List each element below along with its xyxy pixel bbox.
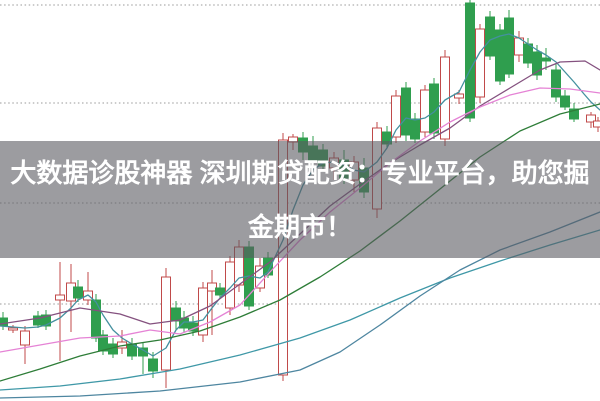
- candle-body-down: [504, 17, 514, 75]
- candle-body-down: [73, 286, 83, 299]
- candle: [586, 112, 596, 128]
- candle-body-down: [465, 2, 475, 119]
- candle: [551, 64, 561, 102]
- candle-body-up: [8, 327, 18, 331]
- candle: [420, 85, 430, 137]
- candle-body-up: [207, 282, 217, 292]
- candle: [318, 144, 328, 172]
- candle-body-down: [532, 51, 542, 76]
- candle: [359, 158, 369, 198]
- candle: [288, 134, 298, 150]
- candle: [329, 152, 339, 180]
- candle-body-down: [410, 118, 420, 140]
- candle-body-down: [541, 57, 551, 62]
- candle: [55, 262, 65, 361]
- candle-body-down: [485, 16, 495, 57]
- candle-body-up: [372, 127, 382, 210]
- candle-body-down: [98, 334, 108, 352]
- candle-body-up: [288, 136, 298, 143]
- candle-body-down: [429, 83, 439, 134]
- candle: [391, 90, 401, 143]
- candle: [198, 282, 208, 342]
- ma-line-ma-short-teal: [0, 33, 600, 357]
- candle-body-up: [420, 89, 430, 133]
- candle: [20, 326, 30, 364]
- candle-body-up: [55, 294, 65, 301]
- candle: [127, 338, 137, 360]
- candle-body-up: [454, 93, 464, 99]
- candle: [161, 268, 171, 388]
- candle: [465, 0, 475, 122]
- candle: [569, 103, 579, 122]
- candle-body-down: [401, 87, 411, 136]
- candle-body-up: [20, 330, 30, 346]
- candle-body-down: [298, 137, 308, 153]
- candle: [308, 136, 318, 168]
- candle-body-down: [569, 108, 579, 120]
- candle-body-down: [308, 145, 318, 163]
- candle-body-up: [161, 276, 171, 371]
- candle-body-down: [0, 317, 8, 327]
- candle-body-up: [234, 246, 244, 286]
- moving-average-lines: [0, 33, 600, 399]
- candle: [410, 113, 420, 143]
- candle: [41, 310, 51, 330]
- candle: [495, 24, 505, 85]
- candle: [532, 45, 542, 80]
- candle: [475, 24, 485, 103]
- candle: [225, 256, 235, 315]
- candle-body-down: [560, 95, 570, 108]
- ma-line-ma-long-cyan: [0, 229, 600, 391]
- candle-body-down: [339, 159, 349, 179]
- candle: [401, 82, 411, 141]
- candle-body-up: [593, 120, 600, 128]
- candle: [514, 31, 524, 62]
- candle: [560, 90, 570, 110]
- candle: [429, 78, 439, 139]
- candle-body-up: [475, 28, 485, 98]
- candle-body-down: [215, 287, 225, 296]
- candle: [541, 48, 551, 70]
- candle: [0, 312, 8, 330]
- candle: [298, 132, 308, 160]
- candle: [138, 342, 148, 374]
- candle-body-up: [391, 95, 401, 138]
- candle: [207, 270, 217, 335]
- ma-line-ma-mid-pink: [0, 87, 600, 353]
- candle-body-up: [586, 114, 596, 123]
- candle: [8, 325, 18, 333]
- candle-body-down: [551, 69, 561, 98]
- candle-body-up: [198, 287, 208, 336]
- candle: [593, 117, 600, 132]
- candle: [215, 283, 225, 298]
- candle-body-down: [148, 358, 158, 372]
- candle-body-down: [91, 299, 101, 339]
- candle: [382, 126, 392, 148]
- candle: [117, 330, 127, 354]
- candle: [73, 280, 83, 302]
- candle: [485, 11, 495, 60]
- candle: [504, 10, 514, 78]
- candle-body-down: [41, 314, 51, 327]
